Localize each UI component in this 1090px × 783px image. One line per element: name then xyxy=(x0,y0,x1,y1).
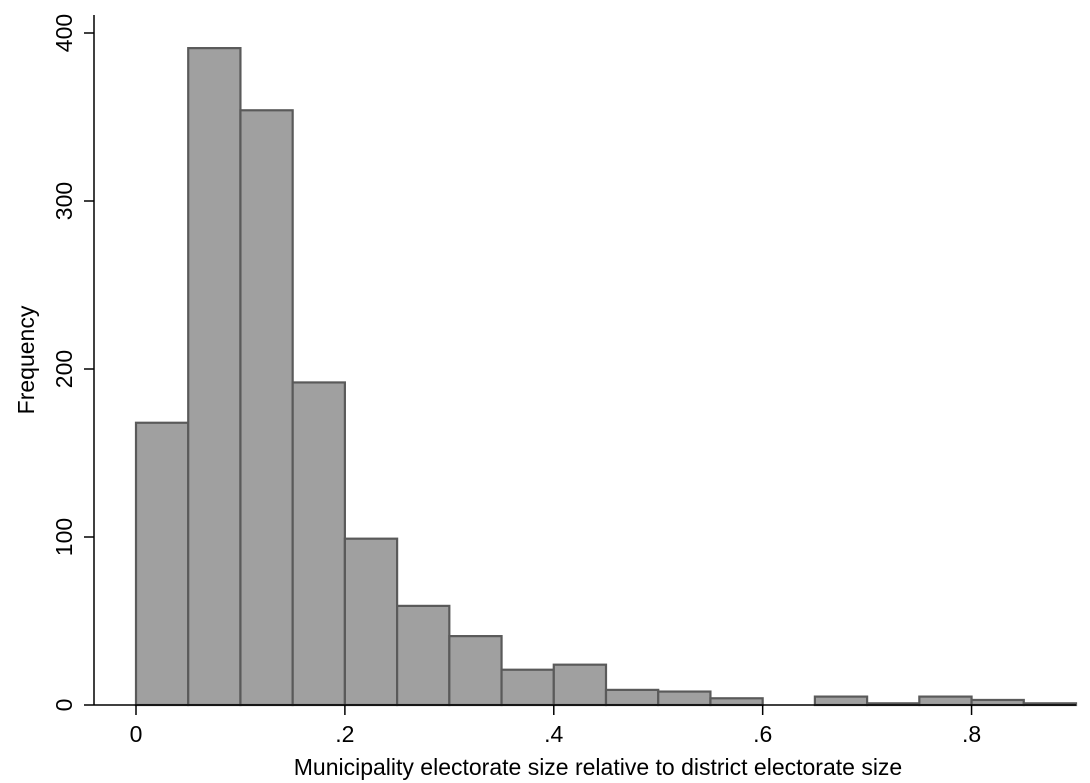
x-tick-label: 0 xyxy=(130,721,143,747)
y-tick-label: 400 xyxy=(51,14,77,52)
histogram-bar xyxy=(239,109,294,707)
y-axis: 0 100 200 300 400 xyxy=(51,14,95,712)
histogram-bar xyxy=(396,604,451,707)
histogram-bar xyxy=(813,695,869,707)
y-tick-label: 200 xyxy=(51,350,77,388)
histogram-bar xyxy=(500,668,555,707)
x-tick-label: .8 xyxy=(962,721,981,747)
histogram-bar xyxy=(970,698,1025,707)
y-axis-title: Frequency xyxy=(13,305,39,414)
x-axis: 0 .2 .4 .6 .8 xyxy=(94,704,1076,747)
histogram-bar xyxy=(291,381,346,707)
histogram-bar xyxy=(552,663,608,707)
y-tick-label: 100 xyxy=(51,518,77,556)
histogram-bar xyxy=(187,47,242,707)
histogram-bar xyxy=(134,421,190,707)
histogram-bar xyxy=(604,688,660,707)
x-tick-label: .6 xyxy=(753,721,772,747)
x-axis-title: Municipality electorate size relative to… xyxy=(294,754,902,780)
y-tick-label: 300 xyxy=(51,182,77,220)
histogram-bar xyxy=(918,695,973,707)
y-tick-label: 0 xyxy=(51,699,77,712)
histogram-bar xyxy=(343,537,399,707)
x-tick-label: .4 xyxy=(544,721,563,747)
histogram-bar xyxy=(657,690,712,707)
histogram-bar xyxy=(709,697,764,707)
bars-group xyxy=(134,47,1078,707)
x-tick-label: .2 xyxy=(335,721,354,747)
histogram-bar xyxy=(448,635,503,707)
